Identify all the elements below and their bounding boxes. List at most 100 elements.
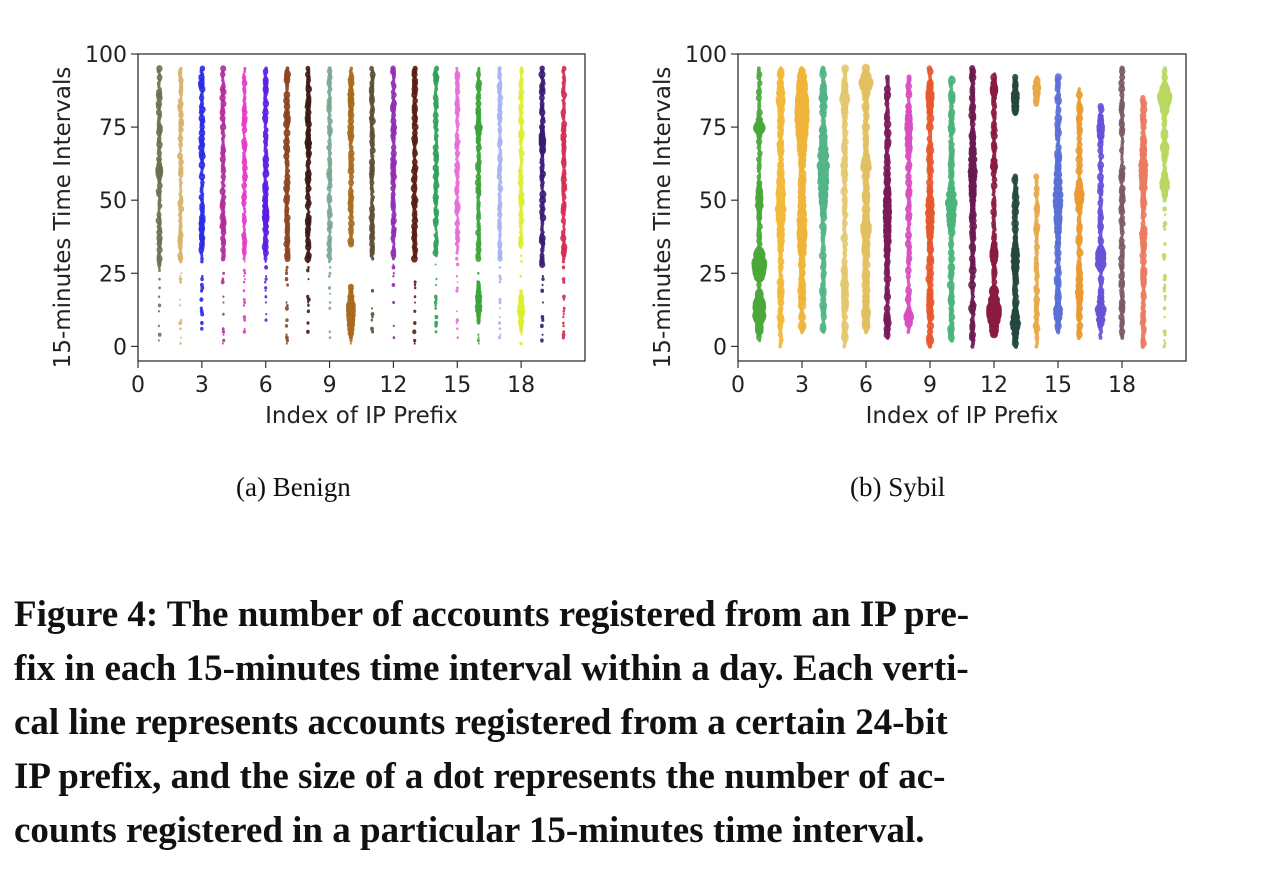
data-point (497, 66, 502, 72)
series-9 (326, 66, 333, 339)
data-point (970, 126, 975, 131)
data-point (264, 318, 268, 322)
data-point (432, 164, 439, 172)
data-point (219, 94, 226, 102)
x-tick-label: 18 (1108, 373, 1136, 398)
data-point (413, 280, 417, 284)
data-point (1162, 140, 1168, 146)
data-point (499, 277, 502, 281)
data-point (990, 181, 998, 190)
data-point (283, 91, 291, 99)
data-point (157, 295, 161, 299)
data-point (434, 314, 439, 320)
series-6 (261, 66, 270, 322)
data-point (776, 312, 784, 322)
x-tick-label: 12 (379, 373, 407, 398)
data-point (821, 321, 826, 325)
x-axis-title: Index of IP Prefix (866, 403, 1059, 429)
data-point (391, 211, 397, 218)
y-tick-label: 25 (699, 262, 727, 287)
data-point (433, 206, 438, 212)
data-point (755, 116, 763, 123)
data-point (1162, 344, 1166, 349)
data-point (200, 179, 205, 186)
data-point (477, 271, 480, 275)
data-point (885, 170, 890, 175)
data-point (476, 221, 481, 227)
data-point (497, 240, 503, 248)
data-point (456, 336, 459, 339)
data-point (306, 309, 310, 314)
data-point (477, 333, 480, 336)
data-point (497, 80, 503, 86)
data-point (819, 222, 827, 231)
data-point (371, 307, 373, 310)
data-point (179, 275, 181, 278)
data-point (540, 125, 545, 130)
data-point (498, 274, 502, 279)
data-point (327, 235, 333, 242)
data-point (561, 107, 566, 112)
data-point (155, 109, 162, 116)
data-point (519, 66, 524, 71)
data-point (562, 330, 566, 334)
series-20 (560, 65, 568, 340)
data-point (200, 277, 204, 282)
data-point (243, 327, 246, 330)
data-point (157, 210, 161, 214)
data-point (328, 271, 332, 275)
y-tick-label: 100 (85, 43, 127, 68)
data-point (327, 156, 332, 163)
x-tick-label: 9 (923, 373, 937, 398)
data-point (178, 151, 182, 156)
data-point (285, 66, 290, 71)
data-point (456, 310, 458, 313)
data-point (265, 275, 268, 278)
data-point (562, 280, 566, 284)
data-point (286, 283, 289, 287)
data-point (498, 327, 502, 331)
data-point (498, 300, 502, 305)
data-point (179, 189, 183, 194)
data-point (157, 303, 162, 308)
data-point (562, 324, 565, 328)
data-point (820, 269, 827, 277)
data-point (540, 338, 544, 343)
data-point (455, 289, 459, 293)
data-point (179, 327, 182, 331)
data-point (264, 265, 269, 270)
data-point (199, 309, 204, 314)
series-17 (496, 66, 504, 340)
data-point (562, 309, 566, 313)
data-point (519, 274, 523, 278)
data-point (1163, 242, 1167, 246)
data-point (455, 157, 459, 162)
data-point (221, 277, 225, 281)
data-point (348, 283, 354, 289)
data-point (413, 321, 417, 325)
data-point (178, 177, 182, 182)
data-point (540, 315, 545, 320)
series-20 (1157, 66, 1173, 349)
data-point (328, 137, 332, 141)
data-point (413, 283, 417, 287)
data-point (369, 65, 374, 72)
data-point (306, 268, 310, 273)
data-point (284, 271, 289, 276)
data-point (456, 195, 460, 200)
data-point (562, 306, 566, 310)
data-point (433, 110, 438, 115)
data-point (242, 289, 246, 293)
data-point (455, 262, 460, 267)
data-point (199, 65, 206, 72)
data-point (884, 74, 890, 81)
series-6 (858, 63, 874, 335)
data-point (1163, 339, 1166, 342)
data-point (949, 75, 954, 80)
series-16 (474, 66, 483, 345)
data-point (1097, 103, 1104, 111)
data-point (349, 82, 353, 86)
x-tick-label: 9 (323, 373, 337, 398)
data-point (327, 219, 331, 223)
data-point (221, 83, 226, 89)
